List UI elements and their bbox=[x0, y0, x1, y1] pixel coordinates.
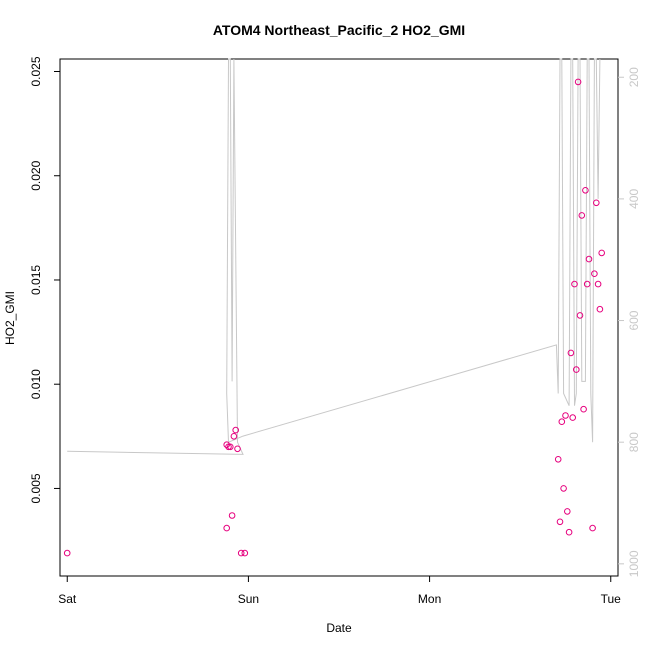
data-point bbox=[223, 441, 230, 449]
data-point bbox=[591, 270, 598, 278]
data-point bbox=[230, 433, 238, 440]
data-point bbox=[573, 366, 580, 373]
data-point bbox=[63, 549, 71, 557]
right-tick-label: 1000 bbox=[627, 550, 641, 577]
right-tick-label: 800 bbox=[627, 432, 641, 452]
y-tick-label: 0.015 bbox=[29, 265, 43, 295]
data-point bbox=[567, 349, 575, 357]
y-tick-label: 0.020 bbox=[29, 160, 43, 190]
data-point bbox=[578, 212, 586, 219]
data-point bbox=[583, 280, 591, 288]
data-point bbox=[569, 414, 577, 421]
data-point bbox=[582, 187, 589, 194]
altitude-trace-line bbox=[67, 58, 601, 455]
x-tick-label: Sat bbox=[58, 592, 77, 606]
data-point bbox=[565, 528, 573, 536]
data-point bbox=[227, 443, 234, 451]
data-point bbox=[232, 426, 239, 434]
x-tick-label: Mon bbox=[418, 592, 441, 606]
right-tick-label: 400 bbox=[627, 189, 641, 209]
data-point bbox=[241, 549, 249, 557]
y-tick-label: 0.005 bbox=[29, 473, 43, 503]
data-point bbox=[598, 249, 606, 257]
data-point bbox=[585, 255, 593, 263]
x-tick-label: Tue bbox=[601, 592, 622, 606]
y-tick-label: 0.025 bbox=[29, 56, 43, 86]
data-point bbox=[571, 280, 578, 288]
data-point bbox=[234, 445, 241, 453]
data-point bbox=[228, 512, 236, 519]
data-point bbox=[574, 78, 582, 86]
data-point bbox=[556, 518, 564, 526]
data-point bbox=[564, 508, 571, 515]
data-point bbox=[225, 443, 232, 451]
data-point bbox=[558, 418, 566, 426]
data-point bbox=[594, 280, 602, 288]
x-tick-label: Sun bbox=[238, 592, 259, 606]
data-point bbox=[554, 456, 562, 463]
data-points-layer bbox=[63, 78, 606, 557]
x-axis: Sat Sun Mon Tue bbox=[58, 576, 621, 606]
data-point bbox=[593, 199, 600, 207]
data-point bbox=[237, 549, 245, 557]
right-y-axis: 200 400 600 800 1000 bbox=[618, 67, 641, 577]
x-axis-label: Date bbox=[326, 621, 352, 635]
y-axis-label: HO2_GMI bbox=[3, 291, 17, 345]
plot-frame bbox=[59, 58, 619, 577]
right-tick-label: 200 bbox=[627, 67, 641, 87]
data-point bbox=[596, 305, 604, 313]
data-point bbox=[576, 312, 584, 319]
y-tick-label: 0.010 bbox=[29, 369, 43, 399]
data-point bbox=[589, 524, 596, 532]
data-point bbox=[560, 485, 567, 492]
chart-title: ATOM4 Northeast_Pacific_2 HO2_GMI bbox=[213, 22, 465, 38]
altitude-trace-layer bbox=[67, 58, 601, 455]
left-y-axis: 0.005 0.010 0.015 0.020 0.025 bbox=[29, 56, 60, 503]
data-point bbox=[580, 405, 587, 413]
data-point bbox=[223, 524, 230, 532]
data-point bbox=[562, 412, 569, 419]
right-tick-label: 600 bbox=[627, 310, 641, 330]
